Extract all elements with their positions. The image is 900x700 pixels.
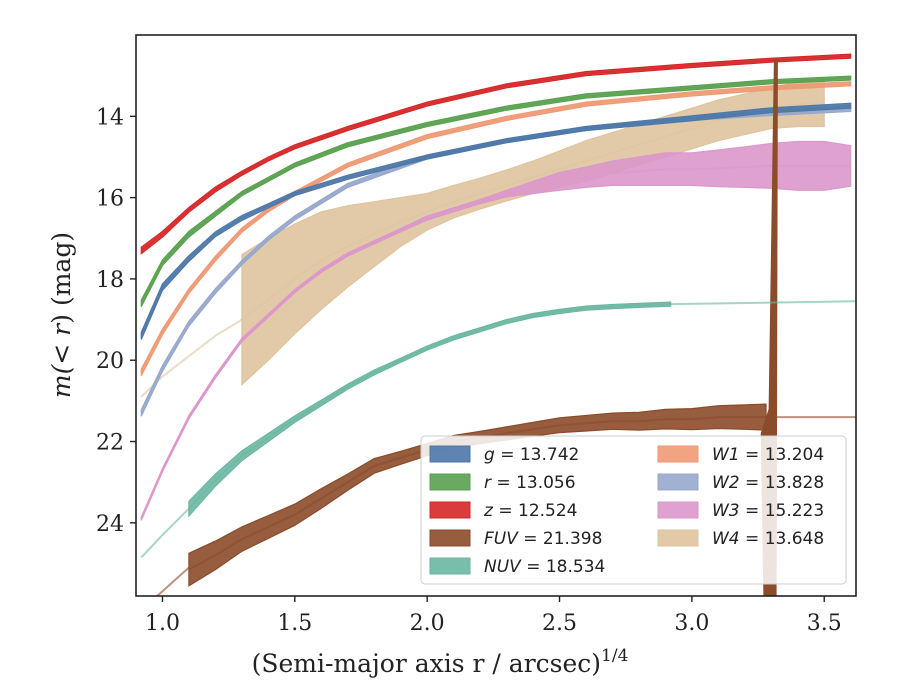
legend-item-z: z = 12.524 bbox=[429, 501, 577, 521]
legend-label: W1 = 13.204 bbox=[712, 445, 824, 465]
legend-name: NUV bbox=[484, 557, 522, 577]
series-band-w1 bbox=[140, 81, 852, 376]
series-band-z bbox=[140, 53, 852, 255]
legend-label: FUV = 21.398 bbox=[484, 529, 602, 549]
x-tick-label: 1.5 bbox=[277, 611, 312, 636]
y-tick-label: 16 bbox=[96, 187, 124, 212]
y-tick-label: 14 bbox=[96, 105, 124, 130]
x-axis-label-exponent: 1/4 bbox=[601, 646, 628, 666]
series-band-nuv bbox=[188, 301, 672, 518]
legend-item-r: r = 13.056 bbox=[429, 473, 576, 493]
legend-item-g: g = 13.742 bbox=[429, 445, 579, 465]
legend-equals: = bbox=[740, 445, 765, 465]
x-tick-label: 3.0 bbox=[674, 611, 709, 636]
legend-label: W2 = 13.828 bbox=[712, 473, 824, 493]
legend-label: r = 13.056 bbox=[484, 473, 576, 493]
x-axis-ticks: 1.0 1.5 2.0 2.5 3.0 3.5 bbox=[145, 596, 842, 636]
y-axis-label-prefix: m(< bbox=[47, 336, 76, 398]
legend-value: 13.056 bbox=[516, 473, 575, 493]
legend-value: 15.223 bbox=[765, 501, 824, 521]
legend-swatch bbox=[657, 501, 699, 519]
legend-item-nuv: NUV = 18.534 bbox=[429, 557, 605, 577]
legend-value: 13.648 bbox=[765, 529, 824, 549]
legend-equals: = bbox=[740, 473, 765, 493]
legend-swatch bbox=[657, 529, 699, 547]
series-w1 bbox=[140, 81, 852, 376]
legend-swatch bbox=[429, 473, 471, 491]
y-axis-label-var: r bbox=[47, 322, 76, 336]
series-band-r bbox=[140, 75, 852, 307]
legend-swatch bbox=[429, 445, 471, 463]
x-tick-label: 2.0 bbox=[410, 611, 445, 636]
legend-box bbox=[420, 435, 847, 585]
series-r bbox=[140, 75, 852, 307]
series-g bbox=[140, 102, 852, 340]
legend-swatch bbox=[429, 501, 471, 519]
x-axis-label: (Semi-major axis r / arcsec)1/4 bbox=[252, 646, 629, 678]
legend-value: 13.742 bbox=[520, 445, 579, 465]
legend-name: W4 bbox=[712, 529, 740, 549]
legend-label: z = 12.524 bbox=[483, 501, 577, 521]
legend-label: W3 = 15.223 bbox=[712, 501, 824, 521]
legend-label: NUV = 18.534 bbox=[484, 557, 605, 577]
legend-name: FUV bbox=[484, 529, 519, 549]
y-axis-label: m(< r) (mag) bbox=[47, 232, 76, 398]
legend-name: W3 bbox=[712, 501, 740, 521]
series-nuv bbox=[188, 301, 672, 518]
y-tick-label: 24 bbox=[96, 512, 124, 537]
legend-equals: = bbox=[495, 445, 520, 465]
y-tick-label: 18 bbox=[96, 268, 124, 293]
legend-name: r bbox=[484, 473, 492, 493]
legend-value: 12.524 bbox=[518, 501, 577, 521]
y-axis-label-suffix: ) (mag) bbox=[47, 232, 76, 324]
legend-item-w1: W1 = 13.204 bbox=[657, 445, 824, 465]
x-tick-label: 1.0 bbox=[145, 611, 180, 636]
legend-item-w4: W4 = 13.648 bbox=[657, 529, 824, 549]
series-band-w3 bbox=[140, 140, 852, 521]
y-tick-label: 20 bbox=[96, 349, 124, 374]
series-nuv-tail bbox=[670, 300, 856, 306]
legend-value: 13.204 bbox=[765, 445, 824, 465]
series-fuv-inner bbox=[156, 566, 190, 596]
legend-name: z bbox=[483, 501, 494, 521]
x-axis-label-text: (Semi-major axis r / arcsec) bbox=[252, 649, 601, 678]
legend-equals: = bbox=[740, 501, 765, 521]
legend-equals: = bbox=[493, 501, 518, 521]
series-nuv-inner bbox=[140, 507, 190, 559]
series-w3 bbox=[140, 140, 852, 521]
legend-swatch bbox=[657, 445, 699, 463]
series-band-w2 bbox=[140, 106, 852, 417]
legend-name: g bbox=[484, 445, 495, 465]
x-tick-label: 2.5 bbox=[542, 611, 577, 636]
legend-label: W4 = 13.648 bbox=[712, 529, 824, 549]
legend-equals: = bbox=[518, 529, 543, 549]
legend-label: g = 13.742 bbox=[484, 445, 579, 465]
legend-equals: = bbox=[521, 557, 546, 577]
legend-value: 21.398 bbox=[543, 529, 602, 549]
series-layer bbox=[140, 53, 856, 596]
series-band-g bbox=[140, 102, 852, 340]
x-tick-label: 3.5 bbox=[807, 611, 842, 636]
legend-item-w2: W2 = 13.828 bbox=[657, 473, 824, 493]
legend-swatch bbox=[429, 557, 471, 575]
legend-value: 18.534 bbox=[546, 557, 605, 577]
legend-name: W2 bbox=[712, 473, 740, 493]
series-z bbox=[140, 53, 852, 255]
legend-item-fuv: FUV = 21.398 bbox=[429, 529, 602, 549]
plot-frame bbox=[135, 34, 857, 597]
legend: g = 13.742 r = 13.056 z = 12.524 FUV = 21.3… bbox=[420, 435, 847, 585]
legend-swatch bbox=[429, 529, 471, 547]
legend-value: 13.828 bbox=[765, 473, 824, 493]
legend-swatch bbox=[657, 473, 699, 491]
legend-name: W1 bbox=[712, 445, 740, 465]
legend-equals: = bbox=[740, 529, 765, 549]
y-tick-label: 22 bbox=[96, 431, 124, 456]
y-axis-ticks: 14 16 18 20 22 24 bbox=[96, 105, 136, 537]
legend-equals: = bbox=[491, 473, 516, 493]
legend-item-w3: W3 = 15.223 bbox=[657, 501, 824, 521]
